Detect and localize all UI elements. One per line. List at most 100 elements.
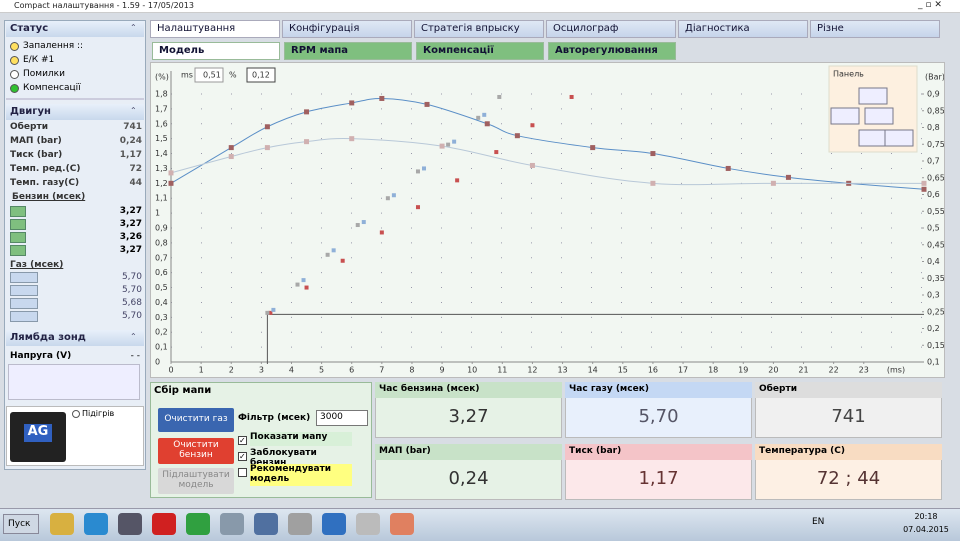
x-tick-label: 21 — [798, 366, 808, 375]
scatter-point — [355, 223, 360, 228]
x-tick-label: 14 — [588, 366, 598, 375]
y2-tick-label: 0,45 — [927, 240, 945, 249]
panel-header: Двигун — [6, 104, 144, 120]
checkbox[interactable]: ✓ — [238, 436, 247, 445]
x-tick-label: 11 — [497, 366, 507, 375]
taskbar-icon[interactable] — [390, 513, 414, 535]
subtab[interactable]: Авторегулювання — [548, 42, 676, 60]
taskbar-icon[interactable] — [220, 513, 244, 535]
y-tick-label: 0,7 — [155, 253, 168, 262]
tile-title: МАП (bar) — [375, 444, 562, 460]
status-light — [10, 56, 19, 65]
taskbar-icon[interactable] — [118, 513, 142, 535]
y-tick-label: 0,1 — [155, 343, 168, 352]
tile-value: 3,27 — [448, 406, 489, 427]
control-button[interactable] — [864, 107, 894, 125]
benzin-value: 3,27 — [119, 219, 142, 229]
start-button[interactable]: Пуск — [3, 514, 39, 534]
collapse[interactable]: ⌃ — [130, 332, 137, 341]
x-tick-label: 3 — [259, 366, 264, 375]
curve-point — [439, 143, 445, 149]
benzin-value: 3,27 — [119, 206, 142, 216]
tab[interactable]: Налаштування — [150, 20, 280, 38]
curve-point — [228, 145, 234, 151]
filter-select[interactable]: 3000 — [316, 410, 368, 426]
status-label: Компенсації — [23, 83, 81, 93]
control-button[interactable] — [884, 129, 914, 147]
clear-benzin[interactable]: Очистити бензин — [158, 438, 234, 464]
collapse[interactable]: ⌃ — [130, 106, 137, 115]
taskbar-icon[interactable] — [254, 513, 278, 535]
scatter-point — [268, 310, 273, 315]
x-tick-label: 10 — [467, 366, 477, 375]
panel-header: Лямбда зонд — [6, 330, 144, 346]
y-tick-label: 0,5 — [155, 283, 168, 292]
tab[interactable]: Конфігурація — [282, 20, 412, 38]
collapse[interactable]: ⌃ — [130, 23, 137, 32]
ms-value: 0,51 — [203, 71, 221, 80]
adjust-model[interactable]: Підлаштувати модель — [158, 468, 234, 494]
scatter-point — [301, 278, 306, 283]
engine-label: Темп. газу(С) — [10, 178, 80, 188]
checkbox[interactable]: ✓ — [238, 452, 247, 461]
taskbar-icon[interactable] — [152, 513, 176, 535]
curve-point — [650, 180, 656, 186]
checkbox[interactable] — [238, 468, 247, 477]
curve-point — [379, 95, 385, 101]
benzin-bar — [10, 245, 26, 256]
y2-tick-label: 0,2 — [927, 324, 940, 333]
x-tick-label: 0 — [168, 366, 173, 375]
status-area — [6, 98, 144, 100]
taskbar-icon[interactable] — [186, 513, 210, 535]
language[interactable]: EN — [812, 517, 825, 527]
scatter-point — [340, 258, 345, 263]
taskbar-icon[interactable] — [288, 513, 312, 535]
taskbar-icon[interactable] — [322, 513, 346, 535]
lambda-label: Напруга (V) — [10, 351, 72, 361]
engine-label: МАП (bar) — [10, 136, 62, 146]
scatter-point — [530, 123, 535, 128]
clear-gas[interactable]: Очистити газ — [158, 408, 234, 432]
x-tick-label: 13 — [557, 366, 567, 375]
taskbar-icon[interactable] — [356, 513, 380, 535]
tab[interactable]: Стратегія впрыску — [414, 20, 544, 38]
y2-unit: (Bar) — [925, 73, 945, 82]
tab[interactable]: Діагностика — [678, 20, 808, 38]
scatter-point — [265, 310, 270, 315]
gas-bar — [10, 311, 38, 322]
y-unit: (%) — [155, 73, 169, 82]
tile-value: 741 — [831, 406, 866, 427]
gas-value: 5,68 — [121, 298, 142, 308]
curve-point — [650, 151, 656, 157]
subtab[interactable]: RPM мапа — [284, 42, 412, 60]
tab[interactable]: Осцилограф — [546, 20, 676, 38]
curve — [170, 138, 924, 186]
taskbar-icon[interactable] — [50, 513, 74, 535]
control-button[interactable] — [858, 87, 888, 105]
benzin-title: Бензин (мсек) — [12, 192, 86, 202]
y2-tick-label: 0,55 — [927, 207, 945, 216]
tab[interactable]: Різне — [810, 20, 940, 38]
y2-tick-label: 0,7 — [927, 157, 940, 166]
control-button[interactable] — [858, 129, 888, 147]
heater-check[interactable] — [72, 410, 80, 418]
y-tick-label: 0,2 — [155, 328, 168, 337]
curve-point — [725, 165, 731, 171]
heater-label: Підігрів — [82, 409, 115, 418]
y-tick-label: 0 — [155, 358, 160, 367]
control-button[interactable] — [830, 107, 860, 125]
gas-bar — [10, 298, 38, 309]
benzin-value: 3,27 — [119, 245, 142, 255]
lambda-value: - - — [130, 351, 140, 361]
scatter-point — [455, 178, 460, 183]
y-tick-label: 1,2 — [155, 179, 168, 188]
subtab[interactable]: Модель — [152, 42, 280, 60]
engine-value: 1,17 — [119, 150, 142, 160]
subtab[interactable]: Компенсації — [416, 42, 544, 60]
x-tick-label: 20 — [768, 366, 778, 375]
clock-time: 20:18 — [914, 512, 938, 521]
taskbar-icon[interactable] — [84, 513, 108, 535]
x-tick-label: 8 — [409, 366, 414, 375]
x-tick-label: 22 — [829, 366, 839, 375]
window-controls[interactable]: _ ▫ ✕ — [918, 0, 942, 10]
